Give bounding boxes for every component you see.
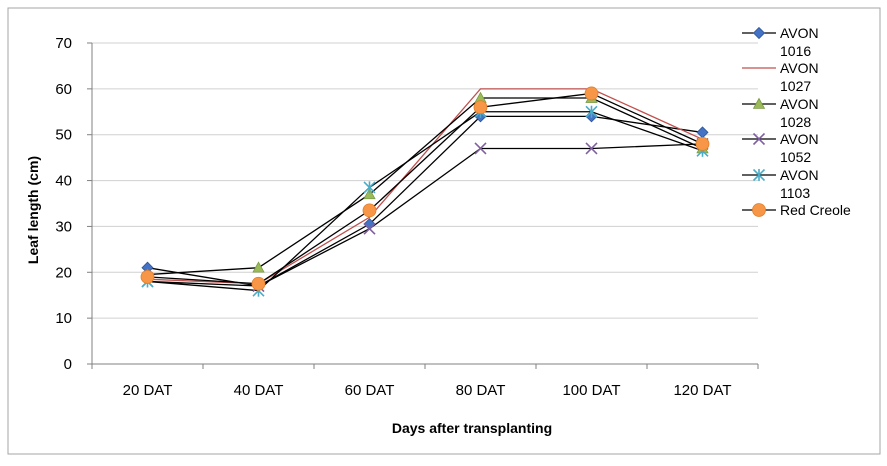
data-point-2-2 [363, 188, 376, 200]
y-tick-label: 20 [55, 264, 72, 281]
y-tick-label: 40 [55, 173, 72, 190]
data-point-3-4 [585, 142, 598, 155]
legend-marker [752, 97, 766, 109]
legend-entry-2: AVON 1028 [742, 96, 819, 130]
data-point-3-3 [474, 142, 487, 155]
x-tick-label: 100 DAT [562, 382, 620, 399]
legend-label: AVON [780, 167, 819, 183]
y-tick-labels: 0 10 20 30 40 50 60 70 [55, 35, 72, 373]
legend-label: Red Creole [780, 202, 851, 218]
data-point-5-0 [140, 269, 155, 284]
y-tick-label: 70 [55, 35, 72, 52]
x-tick-label: 60 DAT [345, 382, 395, 399]
y-tick-label: 60 [55, 81, 72, 98]
series-line-2 [147, 97, 703, 276]
data-point-5-3 [473, 100, 488, 115]
gridlines [87, 42, 758, 365]
legend-label: AVON [780, 60, 819, 76]
y-tick-label: 30 [55, 218, 72, 235]
legend-label: 1027 [780, 78, 811, 94]
data-point-2-1 [252, 261, 265, 273]
x-tick-label: 80 DAT [456, 382, 506, 399]
series-markers [140, 86, 710, 297]
legend-entry-3: AVON 1052 [742, 131, 819, 165]
x-tick-label: 20 DAT [123, 382, 173, 399]
data-point-5-1 [251, 276, 266, 291]
legend-label: 1028 [780, 114, 811, 130]
legend-marker [752, 132, 766, 146]
data-point-5-5 [695, 136, 710, 151]
series-lines [147, 88, 703, 292]
legend-label: AVON [780, 96, 819, 112]
legend-label: AVON [780, 25, 819, 41]
axes [91, 43, 759, 369]
x-tick-label: 120 DAT [673, 382, 731, 399]
series-line-5 [147, 92, 703, 285]
legend-entry-4: AVON 1103 [742, 167, 819, 201]
y-axis-title: Leaf length (cm) [25, 156, 41, 264]
data-point-3-2 [363, 222, 376, 235]
legend-label: 1016 [780, 43, 811, 59]
y-tick-label: 10 [55, 310, 72, 327]
legend-entry-0: AVON 1016 [742, 25, 819, 59]
y-tick-label: 0 [64, 356, 72, 373]
y-tick-label: 50 [55, 127, 72, 144]
series-line-4 [147, 111, 703, 292]
legend-entry-1: AVON 1027 [742, 60, 819, 94]
legend-marker [752, 26, 766, 40]
x-axis-title: Days after transplanting [392, 420, 552, 436]
data-point-5-4 [584, 86, 599, 101]
legend-marker [752, 168, 766, 182]
chart-border [7, 7, 881, 455]
x-tick-label: 40 DAT [234, 382, 284, 399]
data-point-4-4 [585, 105, 598, 118]
series-line-3 [147, 143, 703, 287]
data-point-4-2 [363, 181, 376, 194]
x-tick-labels: 20 DAT 40 DAT 60 DAT 80 DAT 100 DAT 120 DAT [123, 382, 732, 399]
legend-label: 1052 [780, 149, 811, 165]
legend: AVON1016AVON1027AVON1028AVON1052AVON1103… [742, 25, 851, 218]
legend-marker [752, 203, 766, 217]
data-point-5-2 [362, 203, 377, 218]
legend-entry-5: Red Creole [742, 202, 851, 218]
legend-label: 1103 [780, 185, 810, 201]
legend-label: AVON [780, 131, 819, 147]
